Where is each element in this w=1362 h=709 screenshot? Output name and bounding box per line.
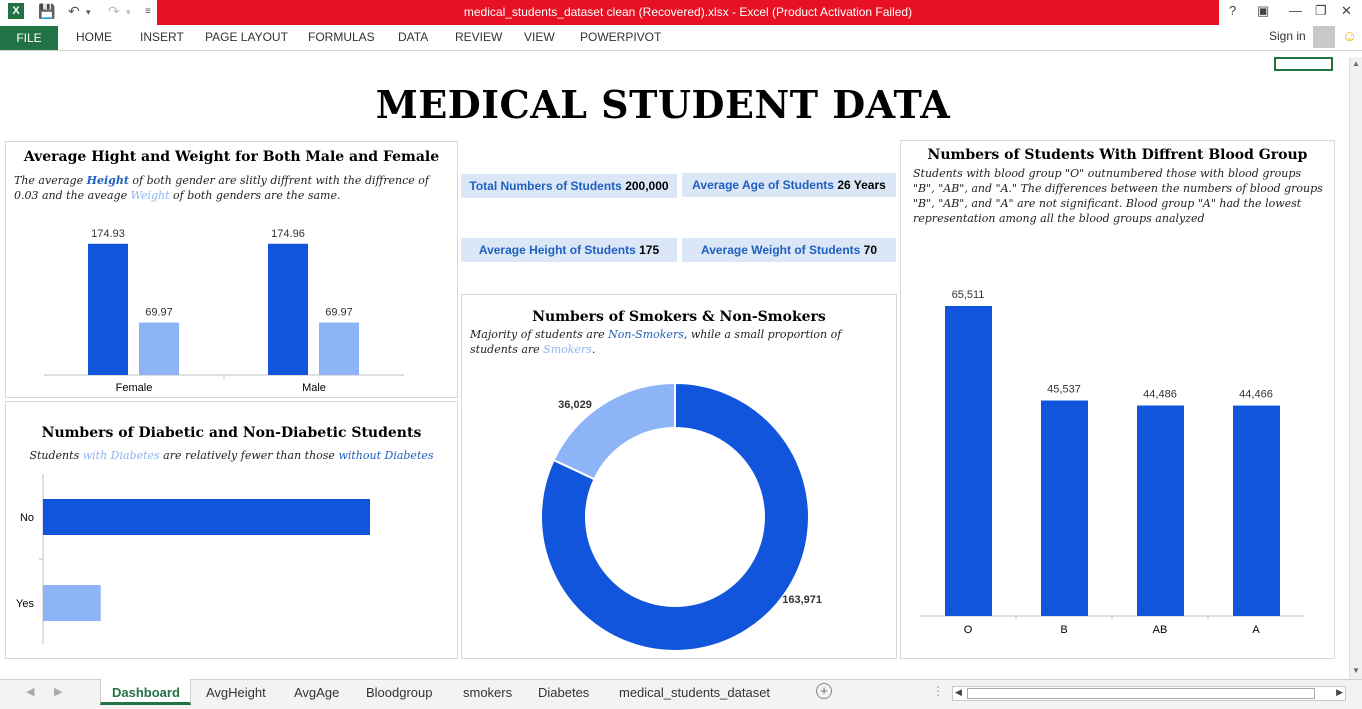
tab-powerpivot[interactable]: POWERPIVOT — [580, 30, 662, 44]
diabetes-panel[interactable]: Numbers of Diabetic and Non-Diabetic Stu… — [5, 401, 458, 659]
blood-data-label: 65,511 — [952, 289, 985, 301]
redo-icon[interactable]: ↷ — [108, 3, 120, 19]
blood-group-title: Numbers of Students With Diffrent Blood … — [927, 147, 1308, 163]
excel-logo-icon: X — [8, 3, 24, 19]
sign-in-link[interactable]: Sign in — [1269, 29, 1306, 43]
hw-data-label: 174.93 — [91, 228, 125, 240]
hscroll-right-icon[interactable]: ▶ — [1336, 687, 1343, 697]
hw-bar — [319, 322, 359, 375]
height-weight-title: Average Hight and Weight for Both Male a… — [23, 149, 440, 165]
tab-insert[interactable]: INSERT — [140, 30, 184, 44]
hw-data-label: 174.96 — [271, 228, 305, 240]
hscroll-left-icon[interactable]: ◀ — [955, 687, 962, 697]
diabetes-description: Students with Diabetes are relatively fe… — [29, 449, 434, 462]
sheet-tab-bloodgroup[interactable]: Bloodgroup — [366, 685, 433, 700]
restore-icon[interactable]: ❐ — [1315, 3, 1327, 18]
hscroll-thumb[interactable] — [967, 688, 1315, 699]
split-handle-icon[interactable]: ⋮ — [932, 684, 944, 698]
blood-category-label: B — [1060, 624, 1067, 636]
diabetes-category-label: Yes — [16, 598, 34, 610]
blood-group-description: Students with blood group "O" outnumbere… — [913, 167, 1323, 225]
tab-file[interactable]: FILE — [0, 26, 58, 50]
save-icon[interactable]: 💾 — [38, 3, 56, 19]
selected-cell[interactable] — [1274, 57, 1333, 71]
sheet-tab-medical-students-dataset[interactable]: medical_students_dataset — [619, 685, 771, 700]
smokers-data-label: 36,029 — [558, 399, 592, 411]
dashboard-title: MEDICAL STUDENT DATA — [375, 82, 951, 127]
blood-bar — [1233, 405, 1280, 616]
kpi-average-age: Average Age of Students 26 Years — [682, 173, 896, 197]
blood-bar — [1041, 400, 1088, 616]
sheet-tab-diabetes[interactable]: Diabetes — [538, 685, 590, 700]
blood-category-label: O — [964, 624, 973, 636]
tab-view[interactable]: VIEW — [524, 30, 555, 44]
tab-home[interactable]: HOME — [76, 30, 112, 44]
ribbon-tabs: FILE HOME INSERT PAGE LAYOUT FORMULAS DA… — [0, 26, 1362, 51]
blood-bar — [1137, 405, 1184, 616]
vertical-scrollbar[interactable]: ▲ ▼ — [1349, 57, 1362, 679]
hw-category-label: Male — [302, 382, 326, 394]
horizontal-scrollbar[interactable]: ◀ ▶ — [952, 686, 1346, 701]
help-button[interactable]: ? — [1229, 3, 1237, 18]
diabetes-category-label: No — [20, 512, 34, 524]
smokers-panel[interactable]: Numbers of Smokers & Non-Smokers Majorit… — [461, 294, 897, 659]
hw-bar — [139, 322, 179, 375]
smokers-title: Numbers of Smokers & Non-Smokers — [532, 309, 826, 325]
close-icon[interactable]: ✕ — [1341, 3, 1352, 18]
sheet-tab-smokers[interactable]: smokers — [463, 685, 513, 700]
smokers-slice — [552, 381, 676, 481]
diabetes-bar — [43, 585, 101, 621]
ribbon-display-icon[interactable]: ▣ — [1257, 3, 1270, 18]
blood-bar — [945, 306, 992, 616]
hw-bar — [268, 243, 308, 375]
blood-category-label: A — [1252, 624, 1260, 636]
avatar[interactable] — [1313, 26, 1335, 48]
kpi-average-weight: Average Weight of Students 70 — [682, 238, 896, 262]
scroll-down-icon[interactable]: ▼ — [1352, 666, 1360, 675]
diabetes-bar — [43, 499, 370, 535]
title-bar: X 💾 ↶ ▾ ↷ ▾ ≡ medical_students_dataset c… — [0, 0, 1362, 26]
hw-data-label: 69.97 — [145, 307, 173, 319]
redo-dropdown-icon[interactable]: ▾ — [126, 7, 131, 17]
undo-icon[interactable]: ↶ — [68, 3, 80, 19]
smokers-data-label: 163,971 — [782, 594, 822, 606]
tab-scroll-left-icon[interactable]: ◀ — [26, 686, 35, 698]
kpi-total-students: Total Numbers of Students 200,000 — [461, 174, 677, 198]
undo-dropdown-icon[interactable]: ▾ — [86, 7, 91, 17]
blood-data-label: 44,466 — [1239, 389, 1273, 401]
blood-data-label: 44,486 — [1143, 388, 1177, 400]
tab-dashboard-bg — [100, 679, 191, 705]
sheet-tab-avgheight[interactable]: AvgHeight — [206, 685, 266, 700]
scroll-up-icon[interactable]: ▲ — [1352, 59, 1360, 68]
hw-data-label: 69.97 — [325, 307, 353, 319]
height-weight-panel[interactable]: Average Hight and Weight for Both Male a… — [5, 141, 458, 398]
add-sheet-icon[interactable]: + — [816, 683, 832, 699]
tab-scroll-right-icon[interactable]: ▶ — [54, 686, 63, 698]
hw-bar — [88, 243, 128, 375]
sheet-tabs-bar: ◀ ▶ Dashboard AvgHeight AvgAge Bloodgrou… — [0, 679, 1362, 709]
tab-page-layout[interactable]: PAGE LAYOUT — [205, 30, 288, 44]
blood-data-label: 45,537 — [1047, 384, 1081, 396]
blood-group-panel[interactable]: Numbers of Students With Diffrent Blood … — [900, 140, 1335, 659]
sheet-tab-dashboard[interactable]: Dashboard — [112, 685, 180, 700]
smokers-slice — [540, 381, 810, 652]
smokers-description: Majority of students are Non-Smokers, wh… — [470, 328, 842, 356]
diabetes-chart: No Yes — [16, 474, 370, 644]
tab-data[interactable]: DATA — [398, 30, 429, 44]
sheet-tab-avgage[interactable]: AvgAge — [294, 685, 340, 700]
hw-category-label: Female — [116, 382, 153, 394]
height-weight-chart: 174.93 69.97 Female 174.96 69.97 Male — [44, 228, 404, 394]
blood-category-label: AB — [1153, 624, 1168, 636]
diabetes-title: Numbers of Diabetic and Non-Diabetic Stu… — [41, 425, 422, 441]
smiley-feedback-icon[interactable]: ☺ — [1342, 28, 1358, 45]
smokers-chart: 163,971 36,029 — [540, 381, 822, 652]
window-title: medical_students_dataset clean (Recovere… — [157, 0, 1219, 25]
blood-group-chart: 65,511 O 45,537 B 44,486 AB 44,466 A — [920, 289, 1304, 636]
kpi-average-height: Average Height of Students 175 — [461, 238, 677, 262]
height-weight-description: The average Height of both gender are sl… — [14, 174, 430, 202]
minimize-icon[interactable]: — — [1289, 3, 1302, 18]
customize-toolbar-icon[interactable]: ≡ — [145, 6, 151, 17]
tab-formulas[interactable]: FORMULAS — [308, 30, 375, 44]
tab-review[interactable]: REVIEW — [455, 30, 503, 44]
